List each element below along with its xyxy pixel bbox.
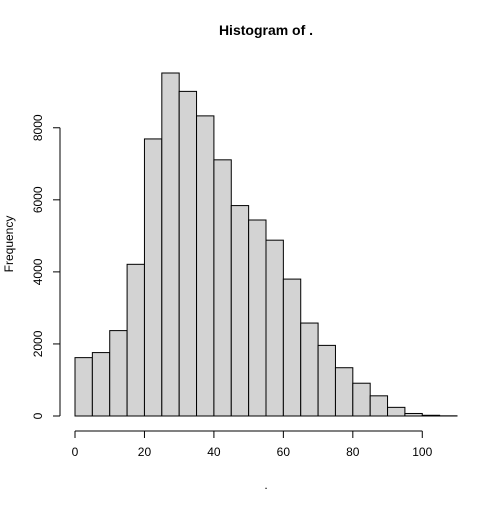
histogram-bar — [127, 264, 144, 416]
histogram-bar — [388, 407, 405, 416]
x-tick-label: 80 — [346, 445, 360, 459]
histogram-bar — [370, 396, 387, 416]
x-tick-label: 0 — [72, 445, 79, 459]
histogram-bar — [197, 116, 214, 416]
histogram-bar — [405, 413, 422, 416]
histogram-bar — [422, 415, 439, 416]
x-tick-label: 40 — [207, 445, 221, 459]
histogram-bar — [335, 368, 352, 416]
histogram-bar — [353, 383, 370, 416]
histogram-bar — [179, 91, 196, 416]
histogram-bar — [92, 353, 109, 416]
x-axis-label: . — [264, 478, 267, 492]
y-tick-label: 4000 — [31, 258, 45, 285]
x-tick-label: 60 — [277, 445, 291, 459]
y-axis: 0 2000 4000 6000 8000 — [31, 114, 60, 419]
histogram-bar — [75, 358, 92, 416]
histogram-bar — [162, 73, 179, 416]
x-tick-label: 20 — [138, 445, 152, 459]
histogram-bar — [283, 279, 300, 416]
y-tick-label: 0 — [31, 412, 45, 419]
histogram-bar — [110, 331, 127, 416]
bars-group — [75, 73, 457, 416]
histogram-bar — [231, 206, 248, 416]
y-tick-label: 6000 — [31, 186, 45, 213]
y-axis-label: Frequency — [2, 216, 16, 273]
chart-title: Histogram of . — [219, 22, 313, 38]
histogram-bar — [214, 160, 231, 416]
y-tick-label: 8000 — [31, 114, 45, 141]
histogram-bar — [249, 220, 266, 416]
x-tick-label: 100 — [412, 445, 432, 459]
histogram-bar — [318, 345, 335, 416]
histogram-bar — [301, 323, 318, 416]
x-axis: 0 20 40 60 80 100 — [72, 431, 433, 459]
histogram-bar — [266, 240, 283, 416]
y-tick-label: 2000 — [31, 330, 45, 357]
histogram-bar — [144, 139, 161, 416]
